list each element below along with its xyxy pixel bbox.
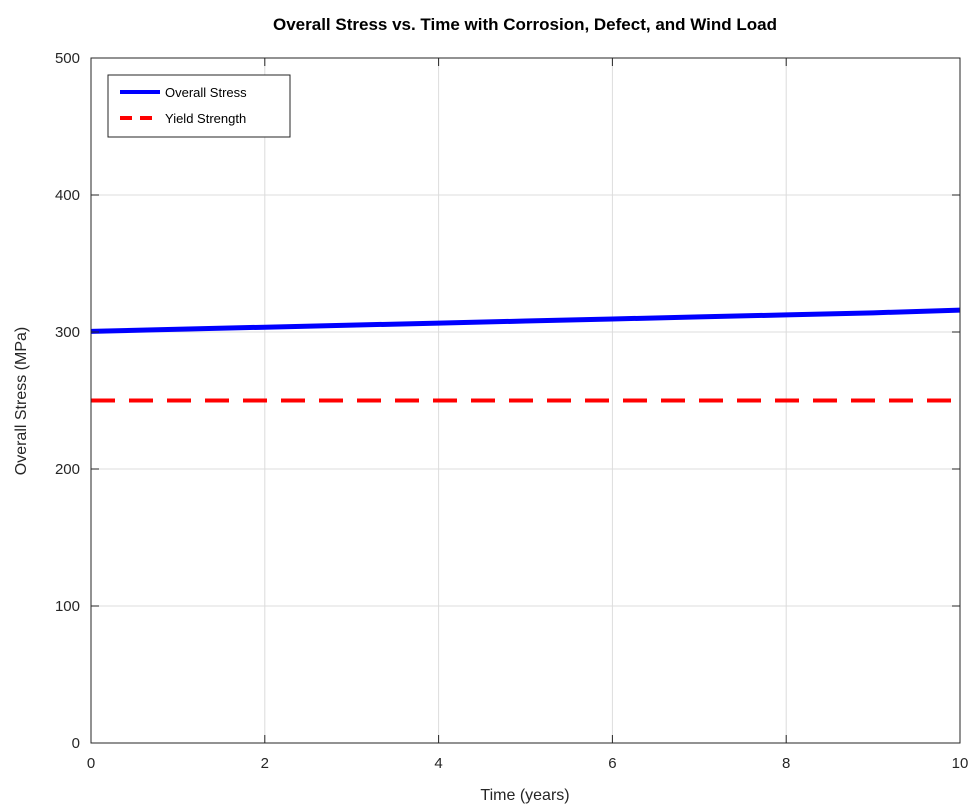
x-tick-label: 8 (782, 755, 790, 772)
x-tick-label: 4 (434, 755, 442, 772)
y-tick-label: 400 (55, 187, 80, 204)
x-tick-label: 10 (952, 755, 969, 772)
x-axis-label: Time (years) (480, 787, 569, 804)
series-line-overall-stress (90, 307, 961, 334)
y-tick-label: 200 (55, 461, 80, 478)
y-axis-label: Overall Stress (MPa) (13, 327, 30, 475)
chart-title: Overall Stress vs. Time with Corrosion, … (273, 15, 777, 34)
legend-label: Yield Strength (165, 111, 246, 126)
series-layer (90, 307, 961, 403)
x-tick-label: 6 (608, 755, 616, 772)
plot-frame (90, 57, 961, 744)
y-tick-label: 0 (72, 735, 80, 752)
y-tick-label: 100 (55, 598, 80, 615)
y-tick-label: 300 (55, 324, 80, 341)
legend-box (107, 74, 291, 138)
y-tick-label: 500 (55, 50, 80, 67)
x-tick-label: 2 (261, 755, 269, 772)
legend-label: Overall Stress (165, 85, 247, 100)
legend: Overall Stress Yield Strength (107, 74, 291, 138)
x-tick-label: 0 (87, 755, 95, 772)
